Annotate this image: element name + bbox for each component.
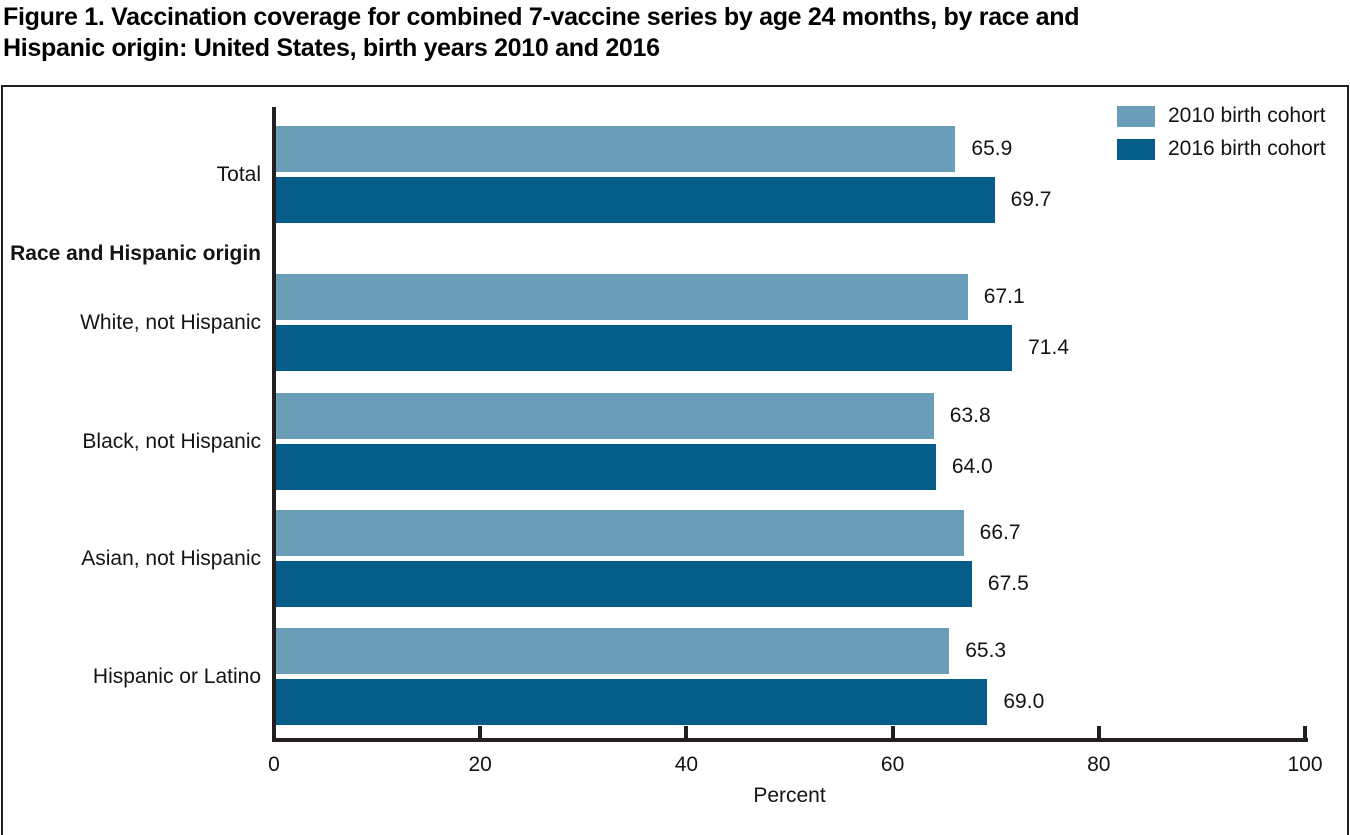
category-label-asian-not-hispanic: Asian, not Hispanic (81, 546, 261, 570)
x-tick-40 (684, 726, 689, 738)
x-tick-label-40: 40 (674, 753, 699, 776)
x-tick-label-60: 60 (880, 753, 905, 776)
bar-2016-birth-cohort-total (276, 177, 995, 223)
x-axis-title: Percent (753, 784, 826, 807)
category-label-total: Total (216, 162, 261, 186)
value-label-2016-birth-cohort-total: 69.7 (1010, 188, 1052, 211)
category-label-white-not-hispanic: White, not Hispanic (80, 310, 261, 334)
bar-2016-birth-cohort-hispanic-or-latino (276, 679, 988, 725)
bar-2010-birth-cohort-hispanic-or-latino (276, 628, 950, 674)
x-tick-label-0: 0 (268, 753, 280, 776)
value-label-2016-birth-cohort-white-not-hispanic: 71.4 (1028, 336, 1069, 359)
section-label: Race and Hispanic origin (10, 242, 261, 265)
x-tick-60 (890, 726, 895, 738)
value-label-2016-birth-cohort-black-not-hispanic: 64.0 (951, 455, 993, 478)
legend-item-2016-birth-cohort: 2016 birth cohort (1117, 137, 1326, 161)
category-label-hispanic-or-latino: Hispanic or Latino (92, 664, 261, 688)
value-label-2010-birth-cohort-total: 65.9 (971, 137, 1013, 160)
x-tick-label-80: 80 (1087, 753, 1111, 776)
x-axis-line (272, 738, 1308, 742)
value-label-2010-birth-cohort-asian-not-hispanic: 66.7 (979, 521, 1021, 544)
x-tick-label-20: 20 (468, 753, 492, 776)
bar-2016-birth-cohort-asian-not-hispanic (276, 561, 972, 607)
bar-2010-birth-cohort-asian-not-hispanic (276, 510, 964, 556)
figure-title-line-1: Figure 1. Vaccination coverage for combi… (3, 3, 1080, 31)
value-label-2010-birth-cohort-hispanic-or-latino: 65.3 (965, 639, 1007, 662)
chart-frame: 0 20 40 60 80 100 Percent Race and Hispanic ori… (1, 85, 1349, 835)
legend-swatch-2010-birth-cohort (1117, 105, 1155, 127)
x-tick-label-100: 100 (1287, 753, 1323, 776)
plot-area: 0 20 40 60 80 100 Percent Race and Hispanic ori… (3, 87, 1343, 831)
y-axis-line (272, 107, 276, 742)
legend-label-2016-birth-cohort: 2016 birth cohort (1168, 137, 1326, 160)
legend-label-2010-birth-cohort: 2010 birth cohort (1168, 104, 1326, 127)
category-label-black-not-hispanic: Black, not Hispanic (82, 429, 261, 453)
bar-2010-birth-cohort-white-not-hispanic (276, 274, 968, 320)
x-tick-20 (478, 726, 483, 738)
value-label-2016-birth-cohort-hispanic-or-latino: 69.0 (1003, 690, 1045, 713)
bar-2016-birth-cohort-black-not-hispanic (276, 444, 936, 490)
figure-title-line-2: Hispanic origin: United States, birth ye… (3, 34, 660, 62)
bar-2016-birth-cohort-white-not-hispanic (276, 325, 1013, 371)
value-label-2010-birth-cohort-black-not-hispanic: 63.8 (949, 404, 991, 427)
legend-swatch-2016-birth-cohort (1117, 138, 1155, 160)
value-label-2010-birth-cohort-white-not-hispanic: 67.1 (983, 285, 1025, 308)
figure-title: Figure 1. Vaccination coverage for combi… (3, 2, 1338, 64)
legend: 2010 birth cohort 2016 birth cohort (1117, 104, 1326, 170)
value-label-2016-birth-cohort-asian-not-hispanic: 67.5 (987, 572, 1029, 595)
bar-2010-birth-cohort-black-not-hispanic (276, 393, 934, 439)
x-tick-100 (1303, 726, 1307, 738)
bar-2010-birth-cohort-total (276, 126, 956, 172)
x-tick-80 (1096, 726, 1101, 738)
legend-item-2010-birth-cohort: 2010 birth cohort (1117, 104, 1326, 128)
